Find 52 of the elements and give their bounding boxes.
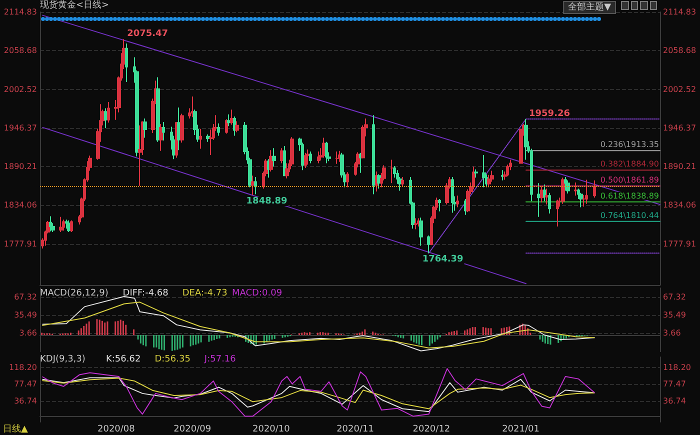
annotation: MACD:0.09	[232, 288, 282, 298]
y2-tick-label: 3.66	[663, 328, 681, 338]
annotation: 全部主题▼	[568, 2, 612, 12]
y2-tick-label: 2002.52	[663, 84, 696, 94]
y-tick-label: 1834.06	[4, 200, 37, 210]
text: D:56.35	[154, 354, 190, 364]
text: 日线▲	[3, 424, 28, 434]
y-tick-label: 1890.21	[4, 162, 37, 172]
text: J:57.16	[203, 354, 236, 364]
series-label: DIFF:-4.68	[122, 288, 169, 298]
annotation: 1848.89	[246, 196, 288, 206]
y2-tick-label: 118.20	[663, 362, 691, 372]
series-label: 0.618\1838.89	[600, 191, 659, 200]
x-tick-label: 2020/12	[412, 424, 450, 434]
y2-tick-label: 67.32	[663, 292, 686, 302]
y-tick-label: 2114.83	[4, 8, 37, 16]
y-tick-label: 36.74	[14, 396, 37, 406]
series-label: 0.236\1913.35	[600, 140, 659, 150]
annotation: 1764.39	[422, 254, 464, 265]
y-tick-label: 35.49	[14, 310, 37, 320]
y2-tick-label: 1890.21	[663, 162, 696, 172]
y2-tick-label: 35.49	[663, 310, 686, 320]
y2-tick-label: 2058.68	[663, 46, 696, 56]
y-tick-label: 1946.37	[4, 123, 37, 132]
x-tick-label: 2020/09	[174, 424, 212, 434]
text: DEA:-4.73	[182, 288, 228, 298]
chart-title: MACD(26,12,9)	[40, 288, 108, 298]
series-label: K:56.62	[106, 354, 141, 364]
x-tick-label: 2021/01	[502, 424, 540, 434]
y2-tick-label: 36.74	[663, 396, 686, 406]
series-label: 0.500\1861.89	[600, 176, 659, 185]
chart-title: KDJ(9,3,3)	[40, 354, 86, 364]
y-tick-label: 118.20	[9, 362, 37, 372]
y2-tick-label: 2114.83	[663, 8, 696, 16]
y2-tick-label: 1834.06	[663, 200, 696, 210]
y-tick-label: 3.66	[19, 328, 37, 338]
y-tick-label: 1777.91	[4, 239, 37, 248]
y-tick-label: 2002.52	[4, 84, 37, 94]
x-tick-label: 2020/11	[336, 424, 374, 434]
y-tick-label: 2058.68	[4, 46, 37, 56]
y2-tick-label: 77.47	[663, 380, 686, 389]
x-tick-label: 2020/08	[97, 424, 136, 434]
chart-title: 现货黄金<日线>	[40, 0, 110, 10]
y-tick-label: 67.32	[14, 292, 37, 302]
y-tick-label: 77.47	[14, 380, 37, 389]
y2-tick-label: 1777.91	[663, 239, 696, 248]
series-label: 0.382\1884.90	[600, 160, 659, 169]
y2-tick-label: 1946.37	[663, 123, 696, 132]
annotation: 1959.26	[529, 109, 570, 120]
series-label: 0.764\1810.44	[600, 210, 659, 220]
annotation: 2075.47	[127, 29, 168, 40]
x-tick-label: 2020/10	[252, 424, 290, 434]
